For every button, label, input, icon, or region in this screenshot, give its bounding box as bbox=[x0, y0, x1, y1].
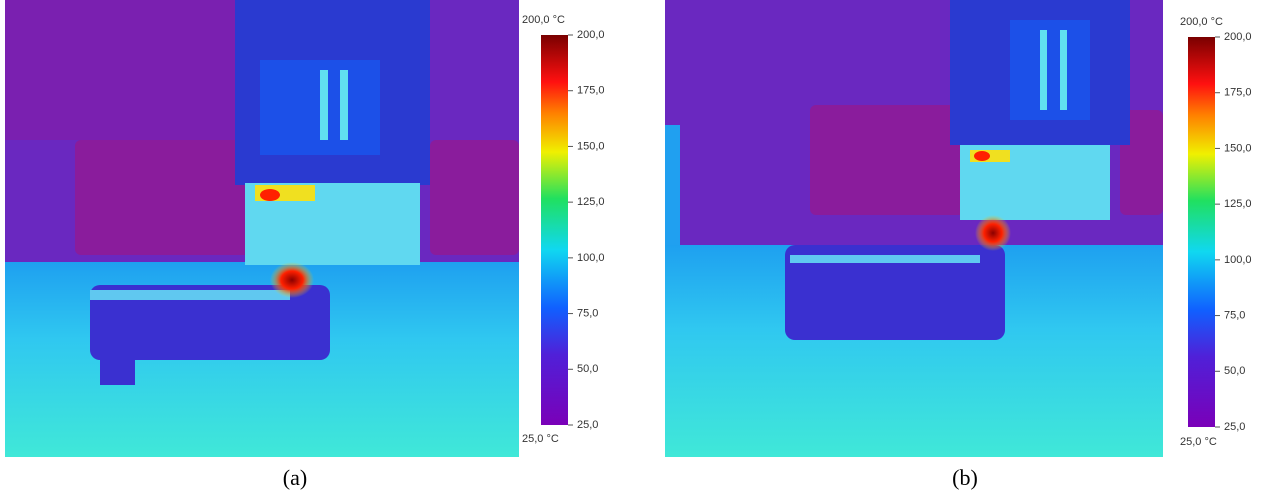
colorbar-max-label: 200,0 °C bbox=[522, 14, 565, 26]
colorbar bbox=[1188, 37, 1215, 427]
colorbar-min-label: 25,0 °C bbox=[1180, 436, 1217, 448]
thermal-image-b bbox=[665, 0, 1163, 457]
tick-label: 150,0 bbox=[1224, 142, 1252, 154]
tick-label: 25,0 bbox=[1224, 421, 1245, 433]
tick-label: 75,0 bbox=[577, 307, 598, 319]
tick-label: 125,0 bbox=[1224, 198, 1252, 210]
colorbar-max-label: 200,0 °C bbox=[1180, 16, 1223, 28]
tick-label: 75,0 bbox=[1224, 309, 1245, 321]
tick-label: 50,0 bbox=[1224, 365, 1245, 377]
tick-label: 125,0 bbox=[577, 196, 605, 208]
tick-label: 100,0 bbox=[577, 252, 605, 264]
tick-label: 175,0 bbox=[1224, 87, 1252, 99]
caption: (b) bbox=[952, 465, 978, 490]
caption: (a) bbox=[283, 465, 307, 490]
tick-label: 175,0 bbox=[577, 85, 605, 97]
figure: 200,0 °C 25,0 °C 200,0 °C 25,0 °C (a) (b… bbox=[0, 0, 1282, 498]
tick-label: 200,0 bbox=[577, 29, 605, 41]
thermal-image-a bbox=[5, 0, 519, 457]
tick-label: 50,0 bbox=[577, 363, 598, 375]
tick-label: 25,0 bbox=[577, 419, 598, 431]
tick-label: 100,0 bbox=[1224, 254, 1252, 266]
tick-label: 200,0 bbox=[1224, 31, 1252, 43]
colorbar-min-label: 25,0 °C bbox=[522, 433, 559, 445]
colorbar bbox=[541, 35, 568, 425]
tick-label: 150,0 bbox=[577, 140, 605, 152]
